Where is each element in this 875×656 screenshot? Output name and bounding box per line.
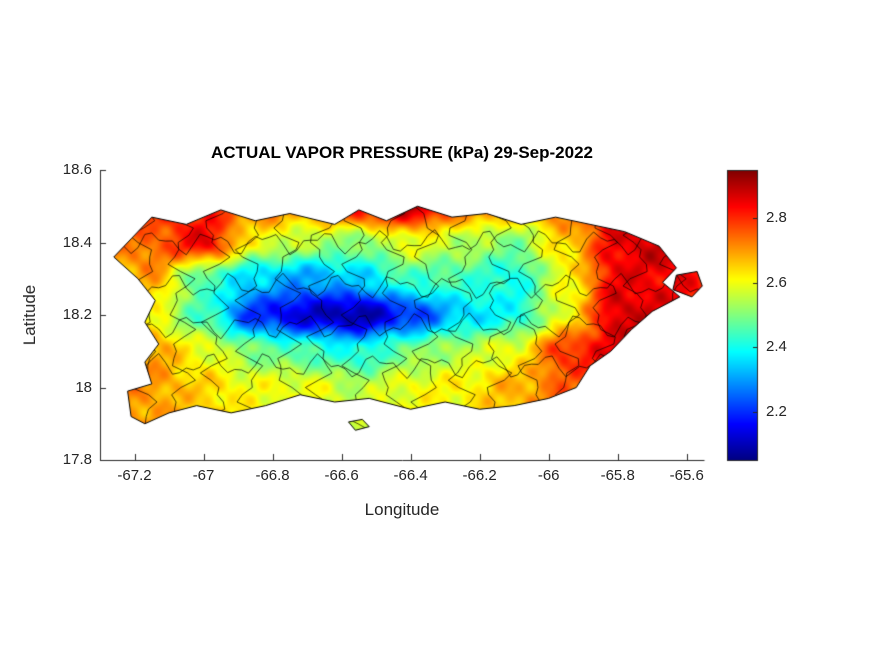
x-tick-label: -66 bbox=[537, 467, 560, 484]
x-tick-label: -66.6 bbox=[324, 467, 359, 484]
y-tick-label: 18 bbox=[75, 378, 92, 396]
colorbar-tick-label: 2.4 bbox=[766, 338, 787, 356]
x-tick-label: -66.4 bbox=[393, 467, 428, 484]
colorbar-tick-label: 2.6 bbox=[766, 273, 787, 291]
y-tick-label: 18.2 bbox=[62, 306, 92, 323]
chart-title: ACTUAL VAPOR PRESSURE (kPa) 29-Sep-2022 bbox=[211, 143, 593, 162]
x-axis-label: Longitude bbox=[364, 500, 440, 519]
y-axis-label: Latitude bbox=[20, 284, 39, 346]
colorbar-tick-label: 2.2 bbox=[766, 402, 787, 420]
y-tick-label: 17.8 bbox=[62, 451, 92, 468]
x-tick-label: -67.2 bbox=[117, 467, 152, 484]
x-tick-label: -65.6 bbox=[669, 467, 704, 484]
x-tick-label: -66.2 bbox=[462, 467, 497, 484]
y-tick-label: 18.6 bbox=[62, 161, 92, 178]
x-tick-label: -67 bbox=[192, 467, 215, 484]
y-tick-label: 18.4 bbox=[62, 233, 92, 251]
x-tick-label: -65.8 bbox=[600, 467, 635, 484]
colorbar-tick-label: 2.8 bbox=[766, 209, 787, 227]
x-tick-label: -66.8 bbox=[255, 467, 290, 484]
